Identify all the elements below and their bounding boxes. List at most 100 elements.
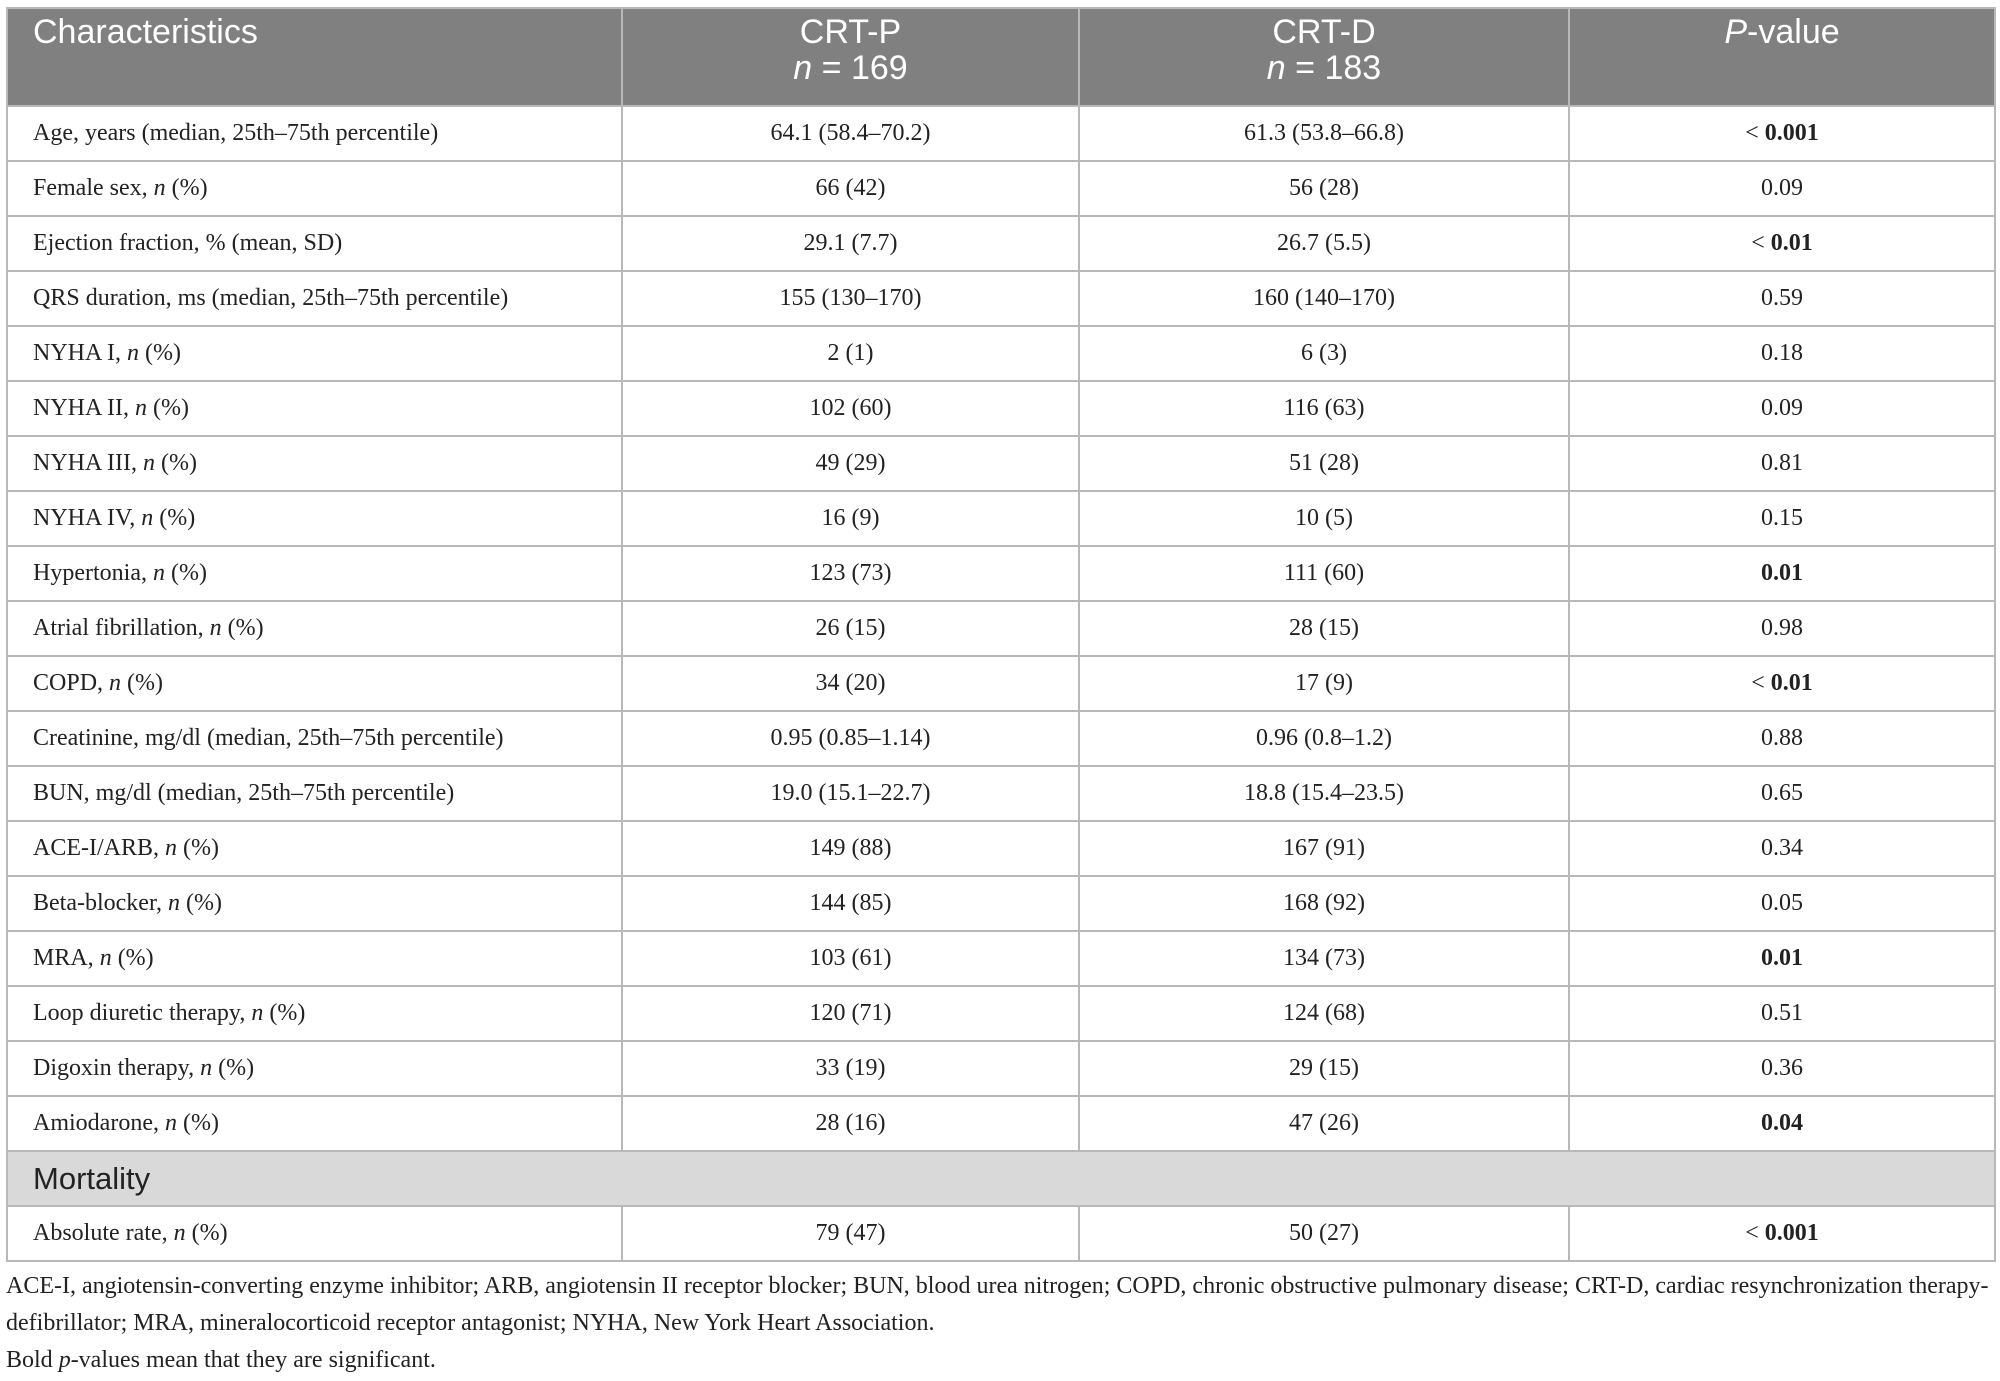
label-text: Absolute rate, <box>33 1220 174 1246</box>
table-row: NYHA I, n (%) 2 (1) 6 (3) 0.18 <box>6 325 1996 382</box>
p-value: 0.09 <box>1568 160 1996 217</box>
label-text: Creatinine, mg/dl (median, 25th–75th per… <box>33 725 504 751</box>
crt-p-value: 149 (88) <box>621 820 1080 877</box>
crt-d-value: 167 (91) <box>1078 820 1570 877</box>
label-text: MRA, <box>33 945 100 971</box>
n-symbol: n <box>167 890 180 916</box>
crt-d-value: 28 (15) <box>1078 600 1570 657</box>
row-label: Absolute rate, n (%) <box>6 1205 623 1262</box>
row-label: NYHA II, n (%) <box>6 380 623 437</box>
n-symbol: n <box>793 49 813 87</box>
crt-d-value: 17 (9) <box>1078 655 1570 712</box>
row-label: Amiodarone, n (%) <box>6 1095 623 1152</box>
row-label: COPD, n (%) <box>6 655 623 712</box>
p-number: 0.36 <box>1761 1055 1803 1081</box>
crt-d-value: 51 (28) <box>1078 435 1570 492</box>
table-row: Female sex, n (%) 66 (42) 56 (28) 0.09 <box>6 160 1996 217</box>
p-number: 0.15 <box>1761 505 1803 531</box>
p-number: 0.18 <box>1761 340 1803 366</box>
label-suffix: (%) <box>185 1220 228 1246</box>
table-row: QRS duration, ms (median, 25th–75th perc… <box>6 270 1996 327</box>
row-label: ACE-I/ARB, n (%) <box>6 820 623 877</box>
table-row: COPD, n (%) 34 (20) 17 (9) < 0.01 <box>6 655 1996 712</box>
label-text: QRS duration, ms (median, 25th–75th perc… <box>33 285 509 311</box>
label-suffix: (%) <box>154 450 197 476</box>
p-value: 0.01 <box>1568 545 1996 602</box>
label-text: NYHA II, <box>33 395 135 421</box>
n-symbol: n <box>99 945 112 971</box>
label-text: Loop diuretic therapy, <box>33 1000 252 1026</box>
crt-p-value: 66 (42) <box>621 160 1080 217</box>
crt-d-value: 6 (3) <box>1078 325 1570 382</box>
p-prefix: < <box>1745 1220 1765 1246</box>
n-symbol: n <box>153 175 166 201</box>
label-text: Female sex, <box>33 175 154 201</box>
p-value: < 0.01 <box>1568 655 1996 712</box>
p-value: 0.15 <box>1568 490 1996 547</box>
p-prefix: < <box>1745 120 1765 146</box>
row-label: NYHA III, n (%) <box>6 435 623 492</box>
p-value: 0.98 <box>1568 600 1996 657</box>
label-text: NYHA IV, <box>33 505 142 531</box>
p-value: 0.09 <box>1568 380 1996 437</box>
label-text: BUN, mg/dl (median, 25th–75th percentile… <box>33 780 455 806</box>
row-label: Beta-blocker, n (%) <box>6 875 623 932</box>
table-row: Digoxin therapy, n (%) 33 (19) 29 (15) 0… <box>6 1040 1996 1097</box>
crt-p-value: 33 (19) <box>621 1040 1080 1097</box>
n-symbol: n <box>135 395 147 421</box>
p-number: 0.65 <box>1761 780 1803 806</box>
label-suffix: (%) <box>179 890 222 916</box>
crt-p-value: 2 (1) <box>621 325 1080 382</box>
p-number: 0.59 <box>1761 285 1803 311</box>
n-symbol: n <box>1266 49 1286 87</box>
crt-p-value: 16 (9) <box>621 490 1080 547</box>
p-value: 0.59 <box>1568 270 1996 327</box>
p-value: 0.51 <box>1568 985 1996 1042</box>
n-symbol: n <box>152 560 165 586</box>
label-suffix: (%) <box>121 670 164 696</box>
p-number: 0.01 <box>1761 560 1803 586</box>
header-crt-d: CRT-D n = 183 <box>1078 7 1570 107</box>
row-label: NYHA IV, n (%) <box>6 490 623 547</box>
note-text: Bold <box>6 1347 59 1373</box>
table-row: Creatinine, mg/dl (median, 25th–75th per… <box>6 710 1996 767</box>
table-row: Absolute rate, n (%) 79 (47) 50 (27) < 0… <box>6 1205 1996 1262</box>
p-value: < 0.001 <box>1568 105 1996 162</box>
header-crt-d-n: = 183 <box>1285 49 1382 87</box>
label-suffix: (%) <box>153 505 196 531</box>
label-text: Beta-blocker, <box>33 890 168 916</box>
crt-d-value: 124 (68) <box>1078 985 1570 1042</box>
label-suffix: (%) <box>164 560 207 586</box>
label-suffix: (%) <box>147 395 189 421</box>
table-row: MRA, n (%) 103 (61) 134 (73) 0.01 <box>6 930 1996 987</box>
n-symbol: n <box>164 1110 177 1136</box>
section-row-mortality: Mortality <box>6 1150 1996 1207</box>
crt-d-value: 160 (140–170) <box>1078 270 1570 327</box>
crt-p-value: 123 (73) <box>621 545 1080 602</box>
crt-d-value: 29 (15) <box>1078 1040 1570 1097</box>
p-value: 0.88 <box>1568 710 1996 767</box>
crt-d-value: 134 (73) <box>1078 930 1570 987</box>
p-number: 0.51 <box>1761 1000 1803 1026</box>
crt-p-value: 28 (16) <box>621 1095 1080 1152</box>
row-label: BUN, mg/dl (median, 25th–75th percentile… <box>6 765 623 822</box>
significance-note: Bold p-values mean that they are signifi… <box>6 1342 1996 1379</box>
row-label: Digoxin therapy, n (%) <box>6 1040 623 1097</box>
p-number: 0.09 <box>1761 175 1803 201</box>
header-p-value-label: -value <box>1747 13 1840 51</box>
label-text: NYHA III, <box>33 450 143 476</box>
crt-d-value: 116 (63) <box>1078 380 1570 437</box>
p-value: 0.04 <box>1568 1095 1996 1152</box>
table-row: Hypertonia, n (%) 123 (73) 111 (60) 0.01 <box>6 545 1996 602</box>
p-value: 0.18 <box>1568 325 1996 382</box>
crt-p-value: 34 (20) <box>621 655 1080 712</box>
label-text: ACE-I/ARB, <box>33 835 165 861</box>
p-number: 0.05 <box>1761 890 1803 916</box>
characteristics-table: Characteristics CRT-P n = 169 CRT-D n = 18… <box>6 7 1996 1262</box>
crt-d-value: 111 (60) <box>1078 545 1570 602</box>
n-symbol: n <box>142 450 155 476</box>
crt-p-value: 0.95 (0.85–1.14) <box>621 710 1080 767</box>
section-label: Mortality <box>6 1150 1996 1207</box>
label-text: Age, years (median, 25th–75th percentile… <box>33 120 439 146</box>
table-row: Atrial fibrillation, n (%) 26 (15) 28 (1… <box>6 600 1996 657</box>
